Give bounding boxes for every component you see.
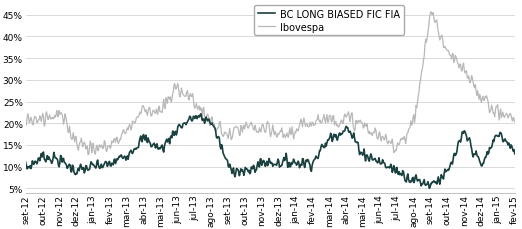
Ibovespa (512, 121, 518, 124)
BC LONG BIASED FIC FIA (35, 157, 41, 160)
BC LONG BIASED FIC FIA (512, 153, 518, 155)
Ibovespa (86, 153, 92, 156)
Line: Ibovespa: Ibovespa (26, 13, 515, 155)
BC LONG BIASED FIC FIA (143, 134, 149, 137)
Ibovespa (130, 120, 136, 123)
BC LONG BIASED FIC FIA (129, 153, 136, 155)
BC LONG BIASED FIC FIA (426, 187, 433, 190)
Ibovespa (85, 154, 91, 156)
Ibovespa (35, 119, 41, 122)
Ibovespa (312, 124, 318, 127)
BC LONG BIASED FIC FIA (85, 169, 91, 172)
BC LONG BIASED FIC FIA (216, 136, 222, 138)
Line: BC LONG BIASED FIC FIA: BC LONG BIASED FIC FIA (26, 114, 515, 188)
Ibovespa (216, 126, 222, 129)
BC LONG BIASED FIC FIA (198, 113, 204, 116)
BC LONG BIASED FIC FIA (22, 161, 29, 164)
Ibovespa (22, 124, 29, 127)
Legend: BC LONG BIASED FIC FIA, Ibovespa: BC LONG BIASED FIC FIA, Ibovespa (254, 6, 404, 36)
BC LONG BIASED FIC FIA (312, 158, 318, 161)
Ibovespa (428, 11, 434, 14)
Ibovespa (144, 112, 150, 114)
